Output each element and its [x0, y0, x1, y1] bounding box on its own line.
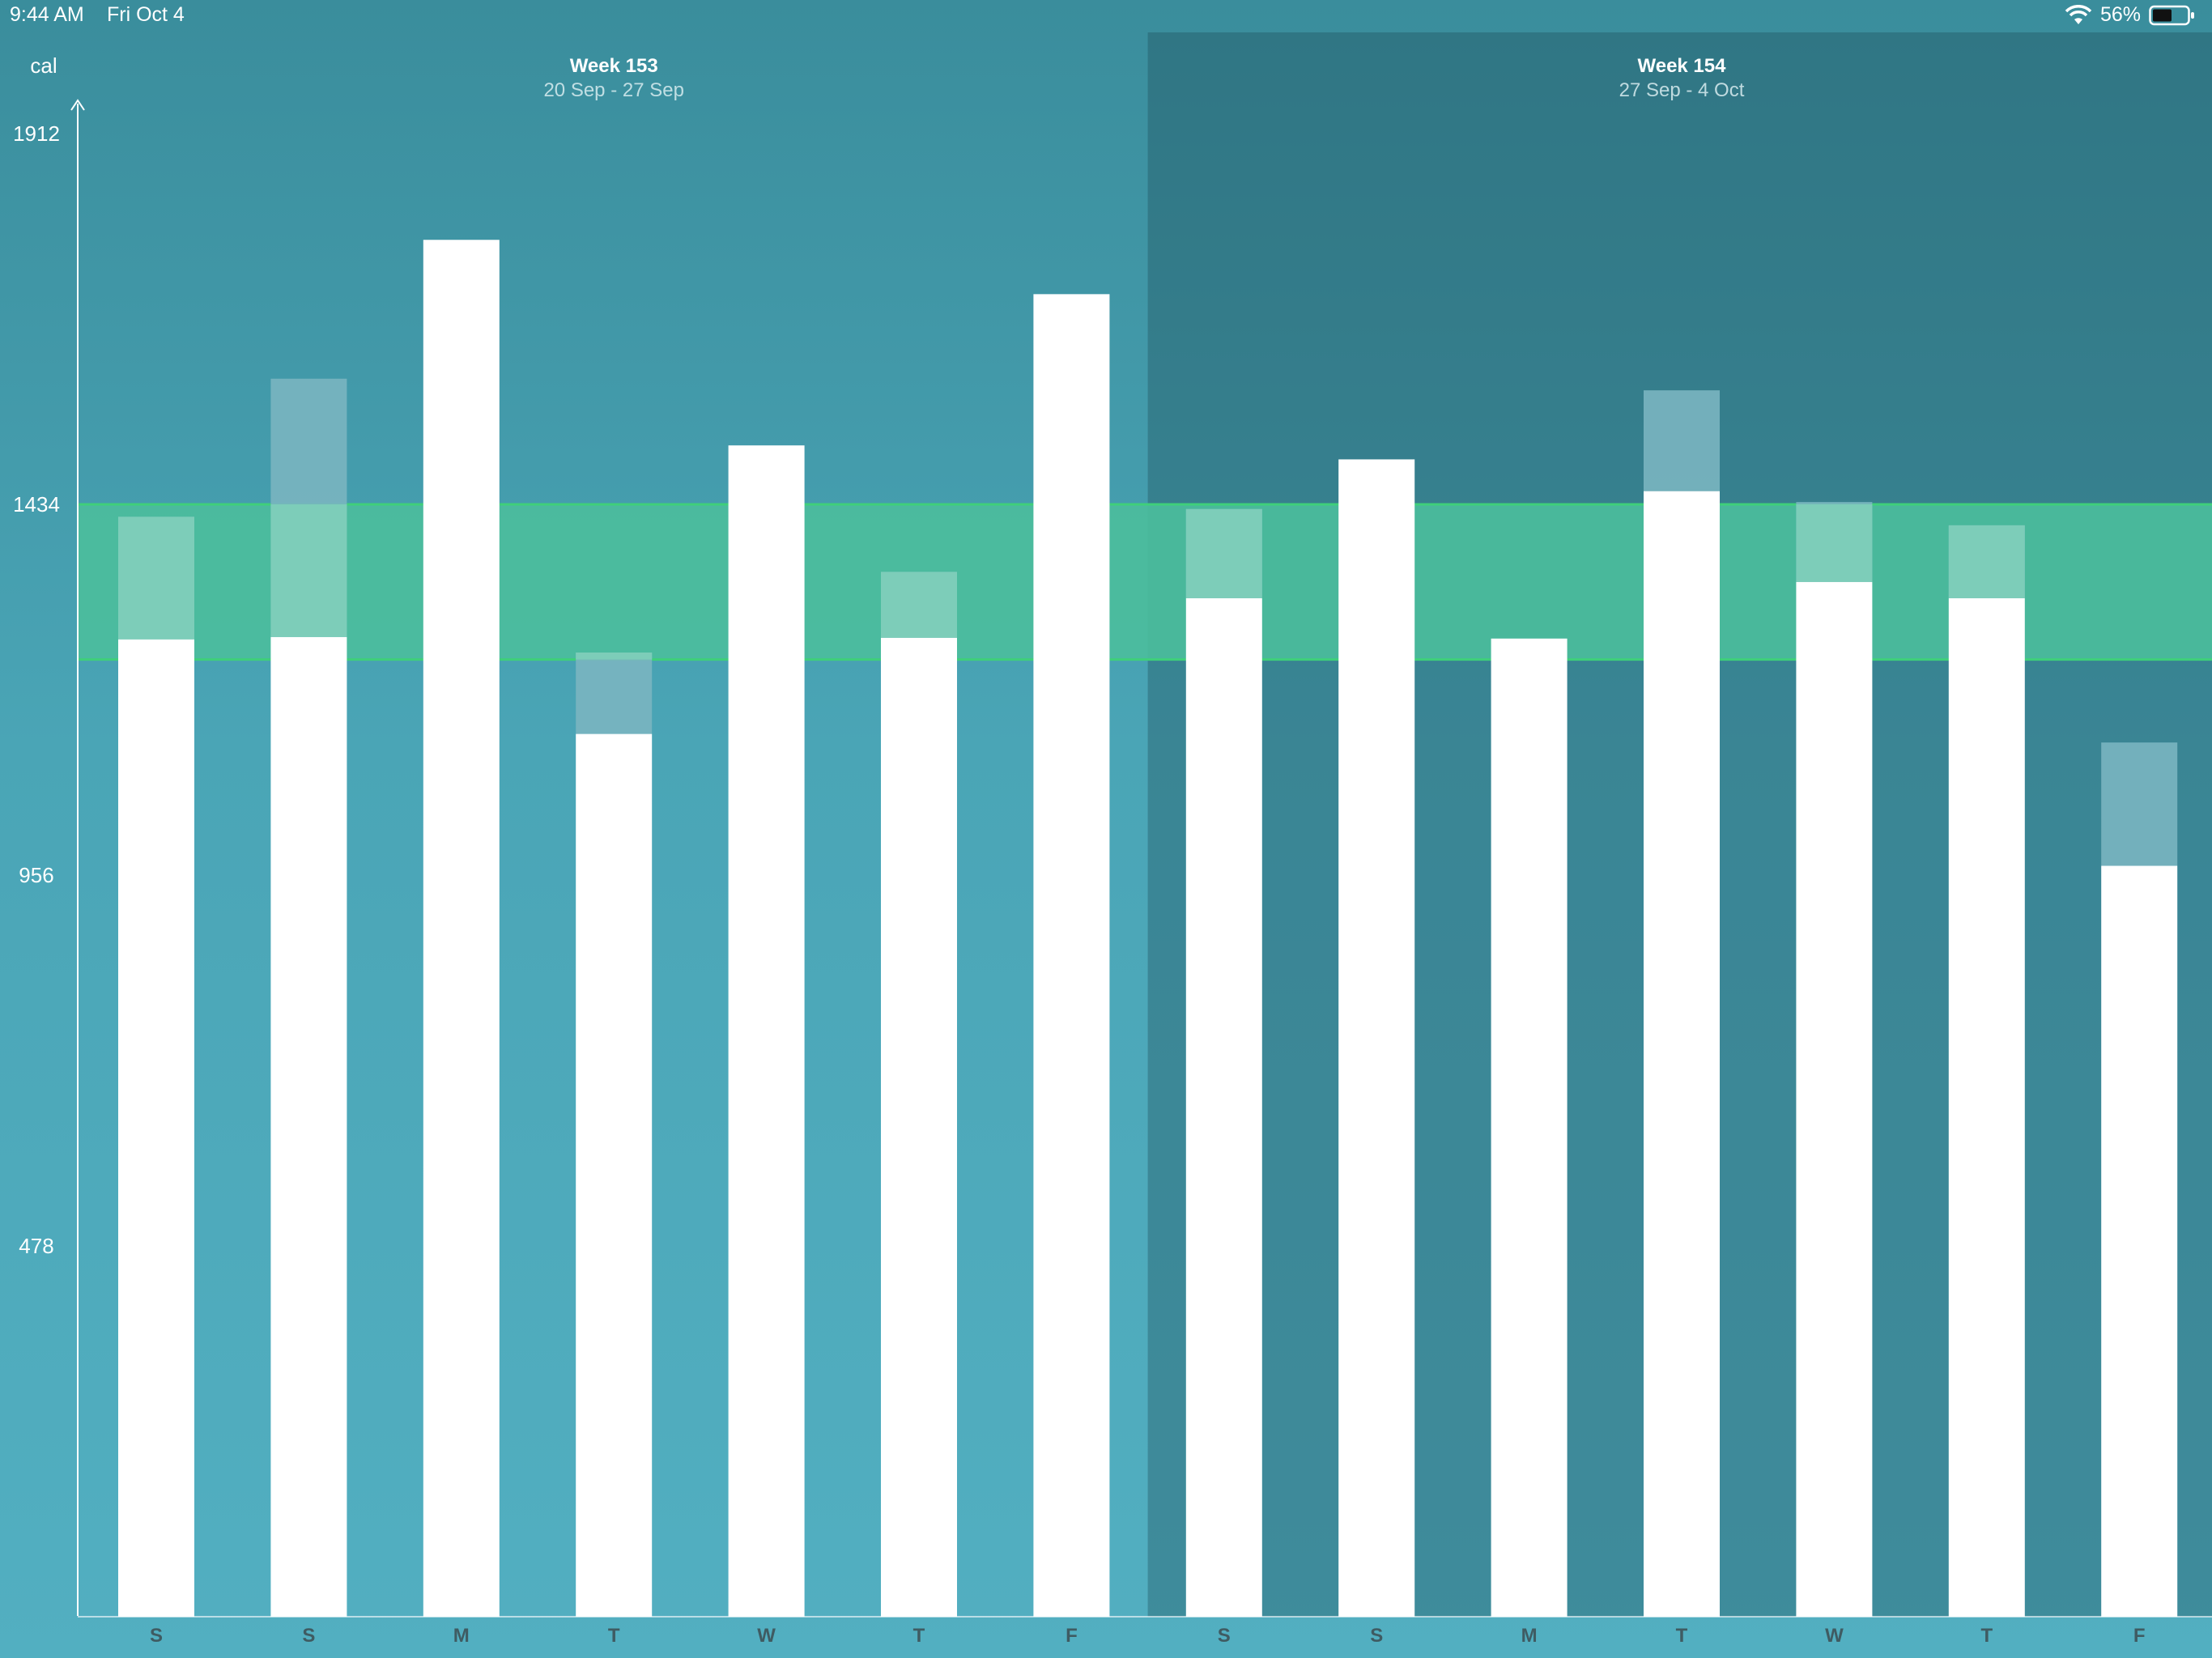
- bar-extra-in-band-3: [576, 653, 653, 660]
- y-axis-arrow: [70, 99, 85, 111]
- bar-2: [423, 240, 500, 1617]
- bar-4: [728, 445, 805, 1617]
- day-label-2: M: [453, 1625, 470, 1647]
- battery-icon: [2149, 5, 2194, 25]
- status-right: 56%: [2065, 3, 2196, 27]
- week-range-0: 20 Sep - 27 Sep: [543, 79, 683, 101]
- bar-extra-3: [576, 653, 653, 734]
- y-tick-label-2: 1434: [13, 492, 60, 517]
- status-date: Fri Oct 4: [107, 3, 185, 26]
- bar-extra-in-band-0: [118, 517, 194, 640]
- bar-extra-in-band-7: [1185, 508, 1262, 598]
- day-label-7: S: [1218, 1625, 1231, 1647]
- bar-extra-in-band-12: [1948, 525, 2025, 598]
- wifi-icon: [2065, 4, 2092, 24]
- day-label-9: M: [1521, 1625, 1538, 1647]
- y-tick-label-3: 1912: [13, 121, 60, 146]
- bar-extra-in-band-1: [270, 504, 347, 637]
- target-range-band: [78, 504, 2212, 660]
- bar-11: [1796, 581, 1873, 1617]
- bar-extra-in-band-5: [881, 572, 957, 638]
- bar-0: [118, 639, 194, 1617]
- bar-5: [881, 637, 957, 1617]
- bar-12: [1948, 597, 2025, 1617]
- week-title-1: Week 154: [1638, 55, 1727, 77]
- status-time: 9:44 AM: [10, 3, 84, 26]
- day-label-11: W: [1825, 1625, 1844, 1647]
- y-axis-unit-label: cal: [30, 53, 57, 78]
- day-label-3: T: [608, 1625, 620, 1647]
- bar-6: [1033, 294, 1110, 1618]
- bar-10: [1644, 491, 1720, 1617]
- status-bar: 9:44 AM Fri Oct 4 56%: [0, 0, 2212, 32]
- week-range-1: 27 Sep - 4 Oct: [1619, 79, 1745, 101]
- day-label-8: S: [1370, 1625, 1383, 1647]
- day-label-1: S: [302, 1625, 315, 1647]
- bar-13: [2101, 865, 2178, 1617]
- day-label-6: F: [1066, 1625, 1078, 1647]
- bar-9: [1491, 638, 1568, 1618]
- day-label-4: W: [757, 1625, 776, 1647]
- bar-7: [1185, 597, 1262, 1617]
- day-label-13: F: [2133, 1625, 2146, 1647]
- bar-extra-13: [2101, 742, 2178, 866]
- week-title-0: Week 153: [570, 55, 658, 77]
- bar-3: [576, 733, 653, 1618]
- bar-extra-in-band-11: [1796, 504, 1873, 582]
- day-label-0: S: [150, 1625, 163, 1647]
- day-label-10: T: [1676, 1625, 1688, 1647]
- bar-extra-10: [1644, 390, 1720, 491]
- battery-percent: 56%: [2099, 3, 2141, 26]
- bar-1: [270, 636, 347, 1617]
- day-label-5: T: [913, 1625, 925, 1647]
- day-label-12: T: [1980, 1625, 1993, 1647]
- bar-8: [1338, 459, 1415, 1617]
- y-tick-label-1: 956: [19, 863, 53, 887]
- y-tick-label-0: 478: [19, 1234, 53, 1258]
